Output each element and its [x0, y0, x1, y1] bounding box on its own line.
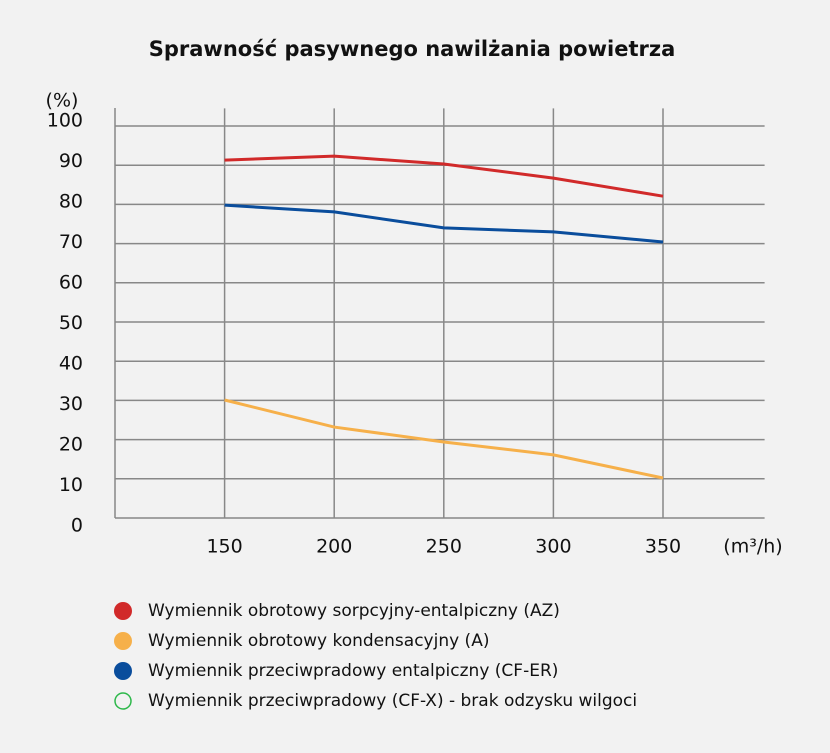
- legend-label: Wymiennik przeciwpradowy entalpiczny (CF…: [148, 661, 558, 681]
- x-tick-label: 350: [645, 536, 681, 558]
- chart-title: Sprawność pasywnego nawilżania powietrza: [149, 37, 676, 61]
- y-tick-label: 100: [47, 110, 83, 132]
- x-tick-label: 250: [426, 536, 462, 558]
- legend-marker: [114, 692, 132, 710]
- x-axis-label: (m³/h): [723, 536, 782, 558]
- series-line: [224, 203, 664, 244]
- x-tick-label: 300: [535, 536, 571, 558]
- legend-label: Wymiennik przeciwpradowy (CF-X) - brak o…: [148, 691, 637, 711]
- series-line: [224, 398, 664, 480]
- legend-label: Wymiennik obrotowy kondensacyjny (A): [148, 631, 489, 651]
- legend-marker: [114, 632, 132, 650]
- y-tick-label: 40: [59, 353, 83, 375]
- legend-label: Wymiennik obrotowy sorpcyjny-entalpiczny…: [148, 601, 560, 621]
- y-tick-label: 30: [59, 393, 83, 415]
- x-tick-label: 150: [206, 536, 242, 558]
- series-line: [224, 154, 664, 198]
- y-tick-label: 10: [59, 474, 83, 496]
- legend-marker: [114, 662, 132, 680]
- x-tick-label: 200: [316, 536, 352, 558]
- legend-marker: [114, 602, 132, 620]
- y-tick-label: 70: [59, 231, 83, 253]
- y-axis-label: (%): [46, 90, 79, 112]
- y-tick-label: 80: [59, 191, 83, 213]
- y-tick-label: 50: [59, 312, 83, 334]
- y-tick-label: 60: [59, 272, 83, 294]
- y-tick-label: 20: [59, 434, 83, 456]
- y-tick-label: 90: [59, 150, 83, 172]
- y-tick-label: 0: [71, 515, 83, 537]
